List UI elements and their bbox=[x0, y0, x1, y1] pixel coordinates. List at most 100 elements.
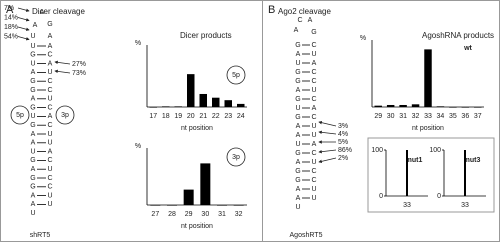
nucleotide: G bbox=[295, 114, 300, 121]
y-axis-label: % bbox=[360, 35, 366, 42]
nucleotide: G bbox=[30, 175, 35, 182]
bar bbox=[187, 74, 195, 107]
cleavage-percent: 2% bbox=[338, 155, 348, 162]
nucleotide: U bbox=[311, 195, 316, 202]
cleavage-percent: 54% bbox=[4, 33, 18, 40]
nucleotide: C bbox=[47, 122, 52, 129]
y-tick-label: 0 bbox=[379, 193, 383, 200]
bar bbox=[149, 107, 157, 108]
nucleotide: C bbox=[311, 177, 316, 184]
nucleotide: U bbox=[47, 140, 52, 147]
nucleotide: U bbox=[311, 186, 316, 193]
nucleotide: G bbox=[30, 157, 35, 164]
nucleotide: A bbox=[312, 60, 317, 67]
cleavage-percent: 14% bbox=[4, 14, 18, 21]
x-axis-label: nt position bbox=[181, 125, 213, 132]
bar bbox=[199, 93, 207, 107]
nucleotide: C bbox=[47, 184, 52, 191]
x-tick-label: 33 bbox=[461, 202, 469, 209]
nucleotide: G bbox=[295, 177, 300, 184]
x-tick-label: 33 bbox=[403, 202, 411, 209]
cleavage-arrow bbox=[318, 120, 337, 127]
x-tick-label: 30 bbox=[387, 113, 395, 120]
bar bbox=[399, 104, 407, 107]
bar bbox=[162, 106, 170, 107]
nucleotide: A bbox=[40, 9, 45, 16]
y-tick-label: 0 bbox=[437, 193, 441, 200]
x-tick-label: 21 bbox=[199, 113, 207, 120]
bar bbox=[461, 107, 470, 108]
y-tick-label: 100 bbox=[371, 147, 383, 154]
nucleotide: A bbox=[48, 60, 53, 67]
nucleotide: U bbox=[47, 131, 52, 138]
nucleotide: A bbox=[31, 166, 36, 173]
y-tick-label: 100 bbox=[429, 147, 441, 154]
cleavage-arrow bbox=[17, 7, 30, 12]
construct-name: AgoshRT5 bbox=[290, 232, 323, 239]
nucleotide: C bbox=[47, 104, 52, 111]
nucleotide: G bbox=[295, 69, 300, 76]
nucleotide: A bbox=[296, 123, 301, 130]
x-tick-label: 34 bbox=[437, 113, 445, 120]
nucleotide: U bbox=[295, 141, 300, 148]
cleavage-percent: 86% bbox=[338, 147, 352, 154]
nucleotide: U bbox=[30, 148, 35, 155]
panel-title: Dicer cleavage bbox=[32, 7, 85, 16]
arm-circle bbox=[10, 105, 30, 125]
bar bbox=[212, 97, 220, 107]
nucleotide: C bbox=[311, 150, 316, 157]
nucleotide: U bbox=[311, 159, 316, 166]
arm-circle bbox=[55, 105, 75, 125]
bar bbox=[183, 189, 194, 205]
annotation-circle bbox=[226, 147, 246, 167]
nucleotide: G bbox=[30, 52, 35, 59]
annotation-circle bbox=[226, 65, 246, 85]
cleavage-percent: 5% bbox=[338, 139, 348, 146]
nucleotide: A bbox=[296, 195, 301, 202]
nucleotide: A bbox=[294, 27, 299, 34]
cleavage-arrow bbox=[54, 60, 71, 65]
nucleotide: A bbox=[296, 159, 301, 166]
x-tick-label: 31 bbox=[399, 113, 407, 120]
cleavage-percent: 7% bbox=[4, 5, 14, 12]
x-tick-label: 29 bbox=[374, 113, 382, 120]
chart-title: Dicer products bbox=[180, 31, 232, 40]
nucleotide: G bbox=[30, 122, 35, 129]
bar bbox=[464, 150, 466, 196]
bar bbox=[386, 104, 395, 107]
y-axis-label: % bbox=[135, 143, 141, 150]
x-tick-label: 20 bbox=[187, 113, 195, 120]
cleavage-percent: 3% bbox=[338, 123, 348, 130]
nucleotide: A bbox=[312, 141, 317, 148]
nucleotide: A bbox=[31, 131, 36, 138]
nucleotide: A bbox=[296, 186, 301, 193]
nucleotide: C bbox=[311, 168, 316, 175]
nucleotide: G bbox=[30, 184, 35, 191]
nucleotide: A bbox=[48, 113, 53, 120]
nucleotide: A bbox=[48, 148, 53, 155]
nucleotide: C bbox=[297, 17, 302, 24]
nucleotide: C bbox=[47, 175, 52, 182]
y-axis-label: % bbox=[135, 40, 141, 47]
x-axis-label: nt position bbox=[181, 223, 213, 230]
nucleotide: U bbox=[47, 69, 52, 76]
bar bbox=[374, 105, 382, 107]
nucleotide: C bbox=[311, 42, 316, 49]
x-tick-label: 33 bbox=[424, 113, 432, 120]
nucleotide: A bbox=[296, 132, 301, 139]
nucleotide: A bbox=[31, 96, 36, 103]
annotation: mut3 bbox=[464, 157, 481, 164]
bar bbox=[200, 163, 211, 205]
nucleotide: A bbox=[31, 201, 36, 208]
nucleotide: A bbox=[296, 87, 301, 94]
nucleotide: C bbox=[47, 157, 52, 164]
x-tick-label: 22 bbox=[212, 113, 220, 120]
bar bbox=[449, 107, 457, 108]
nucleotide: U bbox=[311, 123, 316, 130]
bar bbox=[424, 49, 432, 107]
cleavage-percent: 27% bbox=[72, 61, 86, 68]
nucleotide: G bbox=[30, 104, 35, 111]
annotation: 5p bbox=[232, 72, 240, 79]
nucleotide: A bbox=[48, 33, 53, 40]
nucleotide: C bbox=[311, 78, 316, 85]
